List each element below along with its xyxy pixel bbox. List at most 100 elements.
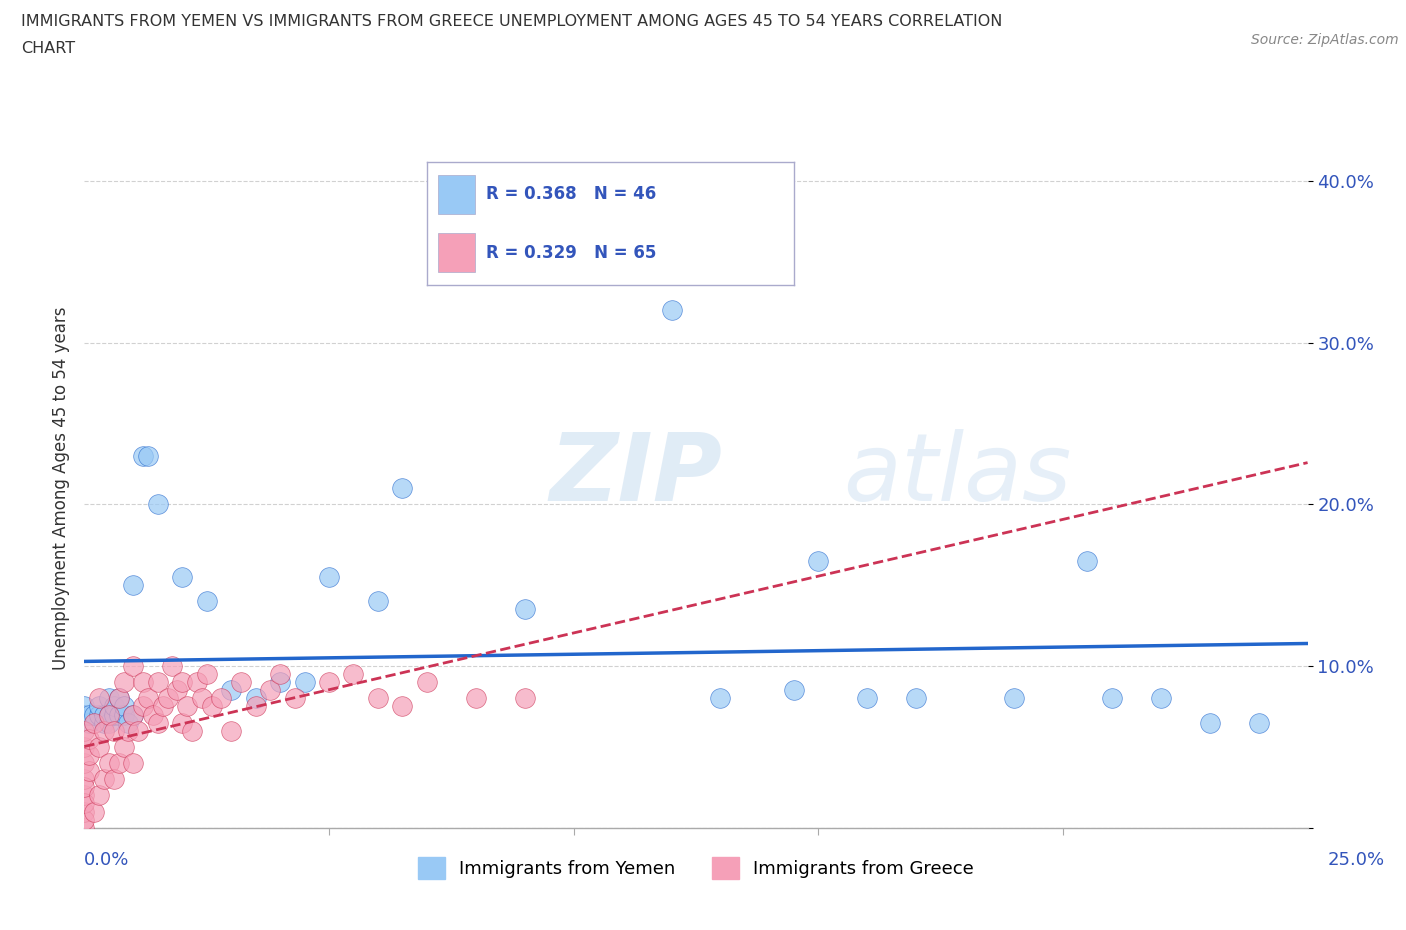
Point	[73, 820, 96, 835]
Point	[122, 658, 145, 673]
Point	[132, 675, 155, 690]
Point	[77, 707, 100, 722]
Point	[107, 707, 129, 722]
Point	[152, 699, 174, 714]
Point	[146, 715, 169, 730]
Point	[107, 691, 129, 706]
Point	[1150, 691, 1173, 706]
Point	[103, 724, 125, 738]
Point	[83, 707, 105, 722]
Point	[97, 707, 120, 722]
Text: CHART: CHART	[21, 41, 75, 56]
Point	[209, 691, 232, 706]
Text: atlas: atlas	[842, 429, 1071, 520]
Point	[73, 796, 96, 811]
Point	[172, 570, 194, 585]
Point	[117, 724, 139, 738]
Point	[77, 731, 100, 746]
Point	[83, 804, 105, 819]
Point	[87, 739, 110, 754]
Point	[284, 691, 307, 706]
Point	[112, 739, 135, 754]
Text: ZIP: ZIP	[550, 429, 723, 521]
Point	[73, 772, 96, 787]
Point	[269, 675, 291, 690]
Point	[97, 691, 120, 706]
Point	[73, 812, 96, 827]
Point	[172, 675, 194, 690]
Point	[186, 675, 208, 690]
Point	[905, 691, 928, 706]
Point	[294, 675, 316, 690]
Point	[83, 715, 105, 730]
Point	[191, 691, 214, 706]
Point	[103, 707, 125, 722]
Point	[195, 594, 218, 609]
Point	[367, 691, 389, 706]
Point	[166, 683, 188, 698]
Point	[464, 691, 486, 706]
Point	[77, 748, 100, 763]
Text: Source: ZipAtlas.com: Source: ZipAtlas.com	[1251, 33, 1399, 46]
Point	[122, 707, 145, 722]
Point	[87, 699, 110, 714]
Point	[856, 691, 879, 706]
Point	[93, 724, 115, 738]
Point	[391, 481, 413, 496]
Point	[245, 691, 267, 706]
Point	[172, 715, 194, 730]
Point	[77, 764, 100, 778]
Point	[73, 739, 96, 754]
Point	[200, 699, 222, 714]
Point	[245, 699, 267, 714]
Point	[112, 699, 135, 714]
Point	[709, 691, 731, 706]
Point	[77, 715, 100, 730]
Point	[318, 570, 340, 585]
Point	[181, 724, 204, 738]
Point	[112, 707, 135, 722]
Point	[122, 707, 145, 722]
Point	[103, 699, 125, 714]
Point	[132, 448, 155, 463]
Point	[661, 303, 683, 318]
Point	[1101, 691, 1123, 706]
Point	[156, 691, 179, 706]
Point	[162, 658, 184, 673]
Point	[97, 707, 120, 722]
Point	[127, 724, 149, 738]
Point	[73, 804, 96, 819]
Text: 25.0%: 25.0%	[1327, 851, 1385, 869]
Point	[229, 675, 252, 690]
Point	[513, 691, 536, 706]
Point	[142, 707, 165, 722]
Point	[259, 683, 281, 698]
Point	[87, 707, 110, 722]
Point	[93, 772, 115, 787]
Point	[107, 755, 129, 770]
Point	[1198, 715, 1220, 730]
Point	[146, 675, 169, 690]
Point	[93, 715, 115, 730]
Point	[1002, 691, 1025, 706]
Point	[219, 683, 242, 698]
Point	[122, 578, 145, 592]
Point	[391, 699, 413, 714]
Point	[269, 667, 291, 682]
Point	[513, 602, 536, 617]
Point	[132, 699, 155, 714]
Point	[107, 691, 129, 706]
Legend: Immigrants from Yemen, Immigrants from Greece: Immigrants from Yemen, Immigrants from G…	[411, 850, 981, 886]
Point	[367, 594, 389, 609]
Point	[112, 675, 135, 690]
Point	[146, 497, 169, 512]
Point	[318, 675, 340, 690]
Point	[73, 780, 96, 795]
Point	[136, 691, 159, 706]
Point	[783, 683, 806, 698]
Point	[416, 675, 439, 690]
Point	[87, 788, 110, 803]
Point	[342, 667, 364, 682]
Point	[136, 448, 159, 463]
Point	[117, 715, 139, 730]
